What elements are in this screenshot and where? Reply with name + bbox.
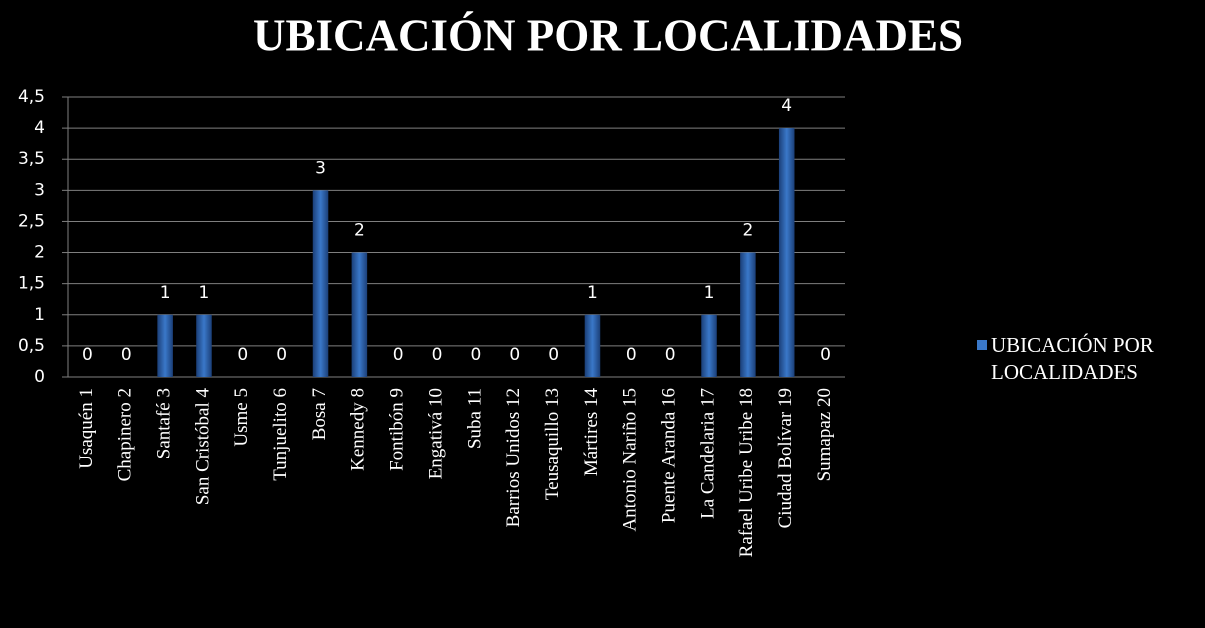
x-tick-label: Chapinero 2	[115, 388, 136, 481]
data-label: 0	[471, 345, 482, 365]
y-tick-label: 3	[34, 180, 45, 200]
bar	[157, 314, 173, 377]
data-label: 0	[626, 345, 637, 365]
bar	[584, 314, 601, 377]
bar	[351, 252, 368, 377]
y-tick-label: 3,5	[18, 149, 45, 169]
x-tick-label: Antonio Nariño 15	[620, 388, 641, 532]
x-tick-label: Kennedy 8	[348, 388, 369, 471]
y-tick-label: 1,5	[18, 274, 45, 294]
data-label: 0	[820, 345, 831, 365]
x-tick-label: Usaquén 1	[76, 388, 97, 469]
x-tick-label: Puente Aranda 16	[659, 388, 680, 523]
x-tick-label: Santafé 3	[153, 388, 174, 459]
legend-key	[977, 340, 987, 350]
x-tick-label: San Cristóbal 4	[192, 388, 213, 506]
data-label: 0	[121, 345, 132, 365]
x-tick-label: Suba 11	[464, 388, 485, 449]
x-tick-label: Rafael Uribe Uribe 18	[736, 388, 757, 557]
x-tick-label: La Candelaria 17	[697, 388, 718, 519]
bar	[740, 252, 756, 377]
data-label: 1	[704, 283, 715, 303]
y-tick-label: 1	[34, 305, 45, 325]
y-tick-label: 2	[34, 243, 45, 263]
y-tick-label: 2,5	[18, 211, 45, 231]
data-label: 1	[587, 283, 598, 303]
bar	[701, 314, 717, 377]
x-tick-label: Mártires 14	[581, 388, 602, 477]
data-label: 1	[160, 283, 171, 303]
y-tick-label: 4,5	[18, 87, 45, 107]
x-tick-label: Usme 5	[231, 388, 252, 447]
data-label: 4	[781, 96, 792, 116]
x-tick-label: Bosa 7	[309, 388, 330, 440]
x-tick-label: Teusaquillo 13	[542, 388, 563, 500]
x-tick-label: Fontibón 9	[387, 388, 408, 471]
x-tick-label: Sumapaz 20	[814, 388, 835, 481]
y-tick-label: 0,5	[18, 336, 45, 356]
data-label: 0	[82, 345, 93, 365]
data-label: 0	[548, 345, 559, 365]
x-tick-label: Barrios Unidos 12	[503, 388, 524, 527]
legend: UBICACIÓN POR LOCALIDADES	[977, 332, 1197, 386]
bar	[312, 190, 329, 377]
y-tick-label: 0	[34, 367, 45, 387]
data-label: 0	[276, 345, 287, 365]
legend-label: UBICACIÓN POR LOCALIDADES	[991, 333, 1154, 384]
data-label: 2	[354, 221, 365, 241]
y-tick-label: 4	[34, 118, 45, 138]
data-label: 0	[509, 345, 520, 365]
data-label: 0	[432, 345, 443, 365]
data-label: 1	[199, 283, 210, 303]
x-tick-label: Engativá 10	[425, 388, 446, 479]
bar	[778, 128, 795, 377]
chart-title: UBICACIÓN POR LOCALIDADES	[253, 10, 963, 60]
data-label: 2	[742, 221, 753, 241]
data-label: 3	[315, 158, 326, 178]
x-tick-label: Ciudad Bolívar 19	[775, 388, 796, 528]
data-label: 0	[237, 345, 248, 365]
x-tick-label: Tunjuelito 6	[270, 388, 291, 481]
data-label: 0	[393, 345, 404, 365]
bar	[196, 314, 212, 377]
data-label: 0	[665, 345, 676, 365]
